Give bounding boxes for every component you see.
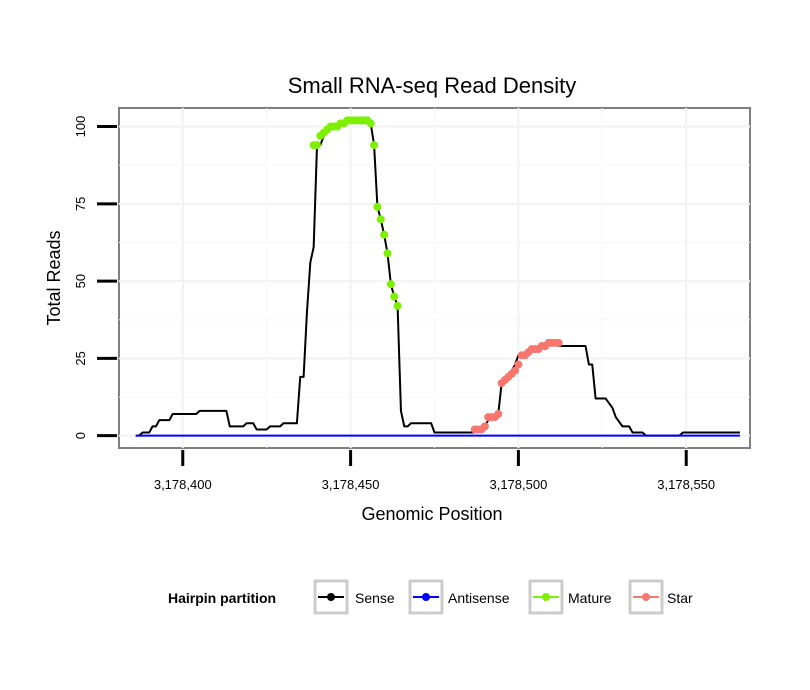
series-layer bbox=[135, 116, 740, 437]
mature-point bbox=[313, 141, 322, 150]
y-tick-label: 50 bbox=[73, 274, 88, 288]
mature-point bbox=[380, 230, 389, 239]
mature-point bbox=[366, 119, 375, 128]
legend-label-antisense: Antisense bbox=[448, 590, 510, 606]
mature-point bbox=[376, 215, 385, 224]
chart-title: Small RNA-seq Read Density bbox=[288, 73, 577, 98]
legend-dot-antisense bbox=[422, 593, 430, 601]
y-tick-label: 0 bbox=[73, 432, 88, 439]
y-tick-label: 25 bbox=[73, 351, 88, 365]
star-point bbox=[514, 360, 523, 369]
legend-label-mature: Mature bbox=[568, 590, 612, 606]
y-tick-label: 100 bbox=[73, 116, 88, 138]
star-point bbox=[554, 338, 563, 347]
x-tick-label: 3,178,450 bbox=[322, 477, 380, 492]
mature-point bbox=[383, 249, 392, 258]
x-tick-label: 3,178,400 bbox=[154, 477, 212, 492]
y-axis-title: Total Reads bbox=[44, 230, 64, 325]
mature-point bbox=[393, 301, 402, 310]
y-tick-label: 75 bbox=[73, 197, 88, 211]
x-axis: 3,178,400 3,178,450 3,178,500 3,178,550 bbox=[154, 450, 715, 492]
mature-point bbox=[390, 292, 399, 301]
legend-label-sense: Sense bbox=[355, 590, 395, 606]
x-tick-label: 3,178,550 bbox=[657, 477, 715, 492]
x-tick-label: 3,178,500 bbox=[489, 477, 547, 492]
mature-point bbox=[373, 202, 382, 211]
legend-dot-star bbox=[642, 593, 650, 601]
y-axis: 0 25 50 75 100 bbox=[73, 116, 117, 439]
star-point bbox=[480, 422, 489, 431]
star-point bbox=[511, 366, 520, 375]
x-axis-title: Genomic Position bbox=[361, 504, 502, 524]
legend: Hairpin partition Sense Antisense Mature St… bbox=[168, 579, 693, 615]
legend-dot-mature bbox=[542, 593, 550, 601]
legend-label-star: Star bbox=[667, 590, 693, 606]
legend-title: Hairpin partition bbox=[168, 590, 276, 606]
mature-point bbox=[370, 141, 379, 150]
star-point bbox=[494, 410, 503, 418]
legend-dot-sense bbox=[327, 593, 335, 601]
mature-point bbox=[386, 280, 395, 289]
